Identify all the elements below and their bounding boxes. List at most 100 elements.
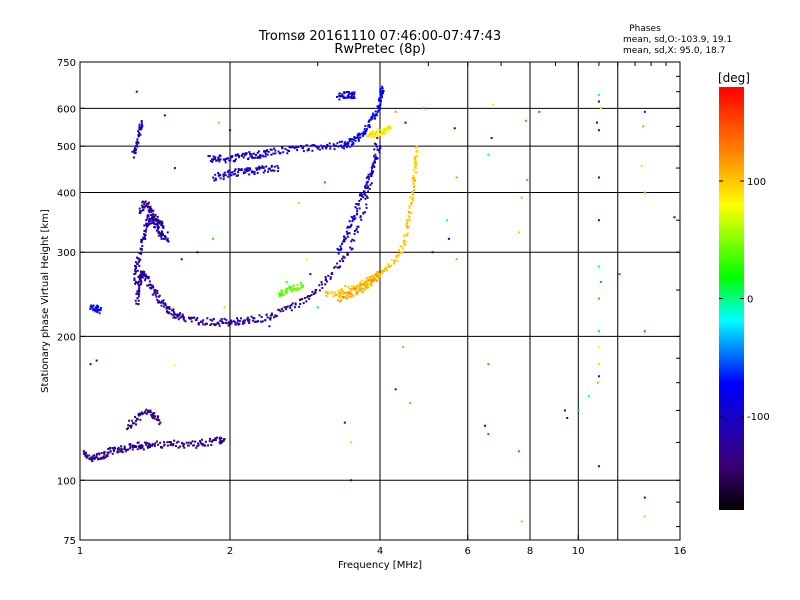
data-point [138,412,141,415]
data-point [134,299,137,302]
data-point [173,167,176,170]
data-point [282,309,285,312]
data-point [250,315,253,318]
x-tick-label: 1 [77,546,83,557]
data-point [86,456,89,459]
data-point [413,161,416,164]
data-point [385,266,388,269]
data-point [408,206,411,209]
data-point [338,295,341,298]
data-point [144,233,147,236]
data-point [184,320,187,323]
data-point [410,190,413,193]
data-point [324,283,327,286]
data-point [274,315,277,318]
data-point [214,323,217,326]
data-point [349,145,352,148]
data-point [145,228,148,231]
data-point [155,440,158,443]
data-point [134,415,137,418]
data-point [132,422,135,425]
data-point [237,167,240,170]
data-point [379,98,382,101]
data-point [160,446,163,449]
data-point [140,279,143,282]
data-point [150,208,153,211]
data-point [279,295,282,298]
data-point [135,148,138,151]
data-point [152,416,155,419]
data-point [286,287,289,290]
data-point [222,178,225,181]
data-point [183,319,186,322]
data-point [140,123,143,126]
data-point [315,146,318,149]
data-point [207,444,210,447]
data-point [248,318,251,321]
data-point [179,312,182,315]
data-point [293,147,296,150]
data-point [89,456,92,459]
data-point [367,185,370,188]
data-point [142,208,145,211]
data-point [99,307,102,310]
data-point [249,155,252,158]
colorbar-tick-label: 100 [747,177,766,188]
data-point [324,276,327,279]
data-point [172,443,175,446]
data-point [163,302,166,305]
data-point [90,458,93,461]
data-point [381,269,384,272]
data-point [137,261,140,264]
data-point [338,98,341,101]
data-point [373,161,376,164]
data-point [242,320,245,323]
data-point [365,280,368,283]
data-point [321,286,324,289]
data-point [299,302,302,305]
data-point [372,161,375,164]
data-point [280,307,283,310]
data-point [84,452,87,455]
data-point [281,147,284,150]
data-point [343,92,346,95]
data-point [307,149,310,152]
data-point [102,457,105,460]
data-point [387,126,390,129]
data-point [364,194,367,197]
data-point [404,243,407,246]
data-point [153,412,156,415]
data-point [342,260,345,263]
data-point [277,167,280,170]
data-point [347,225,350,228]
data-point [195,446,198,449]
data-point [339,300,342,303]
data-point [367,125,370,128]
data-point [192,317,195,320]
data-point [261,320,264,323]
data-point [134,270,137,273]
data-point [140,127,143,130]
data-point [318,289,321,292]
data-point [89,363,92,366]
data-point [370,174,373,177]
data-point [380,270,383,273]
data-point [367,286,370,289]
data-point [597,100,600,103]
data-point [209,160,212,163]
data-point [253,170,256,173]
data-point [340,247,343,250]
data-point [218,173,221,176]
data-point [227,169,230,172]
data-point [157,443,160,446]
data-point [136,269,139,272]
data-point [146,222,149,225]
data-point [353,239,356,242]
data-point [182,316,185,319]
data-point [150,210,153,213]
data-point [326,291,329,294]
data-point [325,147,328,150]
data-point [295,146,298,149]
data-point [246,317,249,320]
data-point [150,413,153,416]
